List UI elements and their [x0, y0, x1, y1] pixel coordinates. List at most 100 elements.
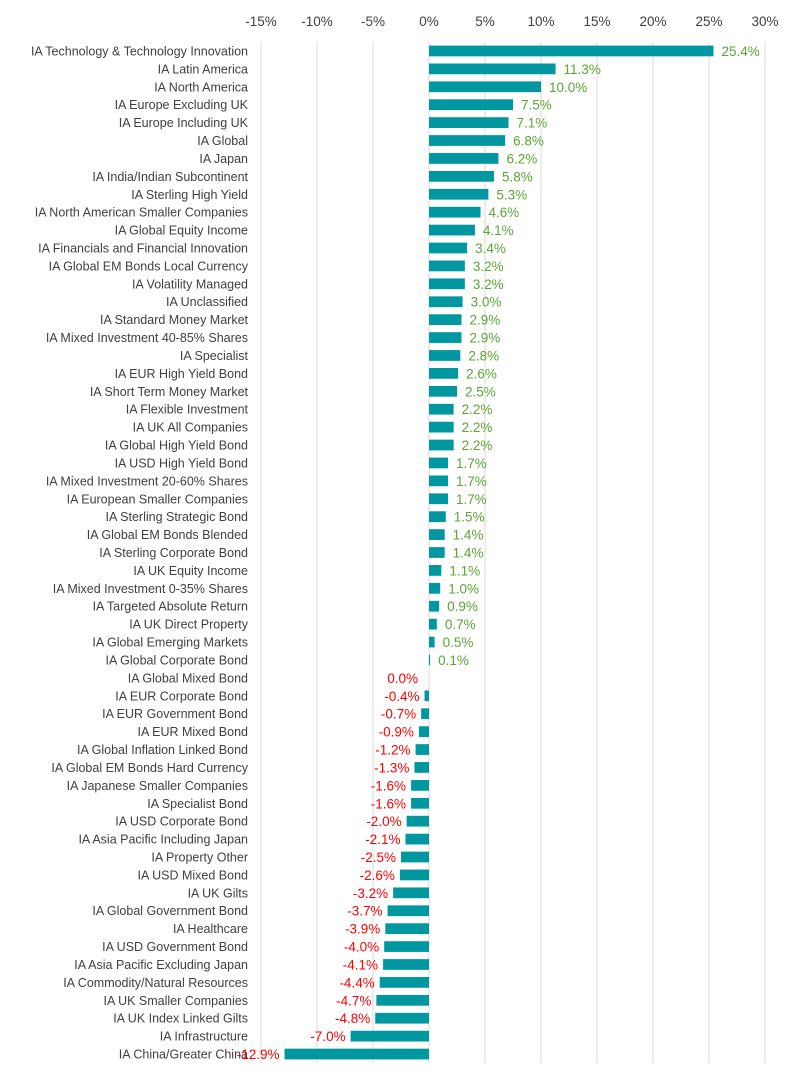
category-label: IA EUR Government Bond: [102, 707, 248, 721]
category-label: IA Global Inflation Linked Bond: [77, 743, 248, 757]
category-label: IA UK Smaller Companies: [103, 994, 248, 1008]
category-label: IA EUR Mixed Bond: [138, 725, 249, 739]
category-label: IA Sterling Corporate Bond: [99, 546, 248, 560]
data-label: -4.0%: [344, 940, 379, 955]
data-label: 6.8%: [513, 134, 544, 149]
data-label: 5.8%: [502, 169, 533, 184]
category-label: IA USD Mixed Bond: [138, 868, 249, 882]
category-label: IA Global High Yield Bond: [105, 439, 248, 453]
x-tick-label: 5%: [475, 14, 495, 29]
data-label: 2.2%: [462, 438, 493, 453]
data-label: 7.1%: [517, 116, 548, 131]
bar: [385, 923, 429, 935]
category-labels: IA Technology & Technology Innovation IA …: [31, 44, 249, 1061]
data-label: 5.3%: [496, 187, 527, 202]
bar: [399, 869, 429, 881]
x-tick-label: 0%: [419, 14, 439, 29]
data-label: -1.6%: [371, 778, 406, 793]
bar: [429, 529, 445, 540]
bar: [429, 314, 462, 326]
bar: [429, 242, 468, 254]
data-label: 4.1%: [483, 223, 514, 238]
data-label: 1.7%: [456, 474, 487, 489]
data-label: 3.4%: [475, 241, 506, 256]
bar: [405, 833, 429, 845]
bar: [429, 99, 513, 111]
data-label: 0.7%: [445, 617, 476, 632]
data-label: -7.0%: [310, 1029, 345, 1044]
category-label: IA USD High Yield Bond: [115, 456, 248, 470]
bar: [429, 511, 446, 523]
bar: [429, 260, 465, 272]
data-label: 11.3%: [564, 62, 601, 77]
category-label: IA UK Index Linked Gilts: [113, 1012, 248, 1026]
data-label: 25.4%: [721, 44, 759, 59]
category-label: IA Mixed Investment 40-85% Shares: [46, 331, 248, 345]
category-label: IA UK Gilts: [188, 886, 248, 900]
bar: [424, 690, 429, 702]
data-label: -3.7%: [347, 904, 382, 919]
category-label: IA Short Term Money Market: [90, 385, 249, 399]
category-label: IA Europe Including UK: [119, 116, 249, 130]
bar: [429, 636, 435, 648]
bar: [429, 547, 445, 558]
data-label: 2.9%: [469, 313, 500, 328]
data-label: -4.4%: [339, 975, 374, 990]
bar: [429, 618, 437, 630]
x-tick-label: -10%: [301, 14, 333, 29]
bar: [429, 332, 462, 343]
category-label: IA Sterling Strategic Bond: [106, 510, 248, 524]
category-label: IA Specialist: [180, 349, 249, 363]
data-label: -2.5%: [361, 850, 396, 865]
category-label: IA Property Other: [151, 851, 248, 865]
category-label: IA Latin America: [158, 62, 248, 76]
data-label: -2.0%: [366, 814, 401, 829]
bar: [429, 188, 489, 200]
data-label: 6.2%: [506, 151, 537, 166]
bar: [383, 959, 429, 970]
bar: [429, 457, 449, 469]
data-label: 3.2%: [473, 277, 504, 292]
bar: [429, 439, 454, 451]
category-label: IA Global Government Bond: [92, 904, 248, 918]
data-label: 3.0%: [471, 295, 502, 310]
category-label: IA European Smaller Companies: [67, 492, 248, 506]
bar: [429, 224, 475, 236]
category-label: IA Asia Pacific Excluding Japan: [74, 958, 248, 972]
category-label: IA North American Smaller Companies: [35, 206, 248, 220]
category-label: IA EUR Corporate Bond: [115, 689, 248, 703]
data-label: -2.6%: [360, 868, 395, 883]
bar: [429, 45, 714, 57]
data-label: 0.9%: [447, 599, 478, 614]
data-label: -2.1%: [365, 832, 400, 847]
category-label: IA Technology & Technology Innovation: [31, 44, 248, 58]
bar: [411, 779, 429, 791]
data-label: -1.6%: [371, 796, 406, 811]
bar: [415, 744, 429, 755]
bar: [284, 1048, 429, 1060]
category-label: IA USD Government Bond: [102, 940, 248, 954]
category-label: IA Asia Pacific Including Japan: [78, 833, 248, 847]
data-label: 1.4%: [453, 546, 484, 561]
bar: [401, 851, 429, 863]
data-label: 1.4%: [453, 528, 484, 543]
data-label: 1.7%: [456, 492, 487, 507]
bar: [429, 81, 541, 93]
data-label: -4.1%: [343, 957, 378, 972]
bar: [429, 278, 465, 290]
category-label: IA Global Emerging Markets: [92, 636, 248, 650]
bar: [429, 654, 431, 666]
bar: [429, 206, 481, 218]
bar: [429, 117, 509, 128]
data-label: -12.9%: [237, 1047, 280, 1062]
category-label: IA Financials and Financial Innovation: [38, 241, 248, 255]
bar: [429, 600, 440, 612]
bar: [379, 977, 429, 988]
category-label: IA Standard Money Market: [100, 313, 249, 327]
x-tick-label: -15%: [245, 14, 277, 29]
data-label: 0.0%: [387, 671, 418, 686]
category-label: IA UK Direct Property: [129, 618, 249, 632]
bar: [393, 887, 429, 899]
x-tick-label: -5%: [361, 14, 385, 29]
